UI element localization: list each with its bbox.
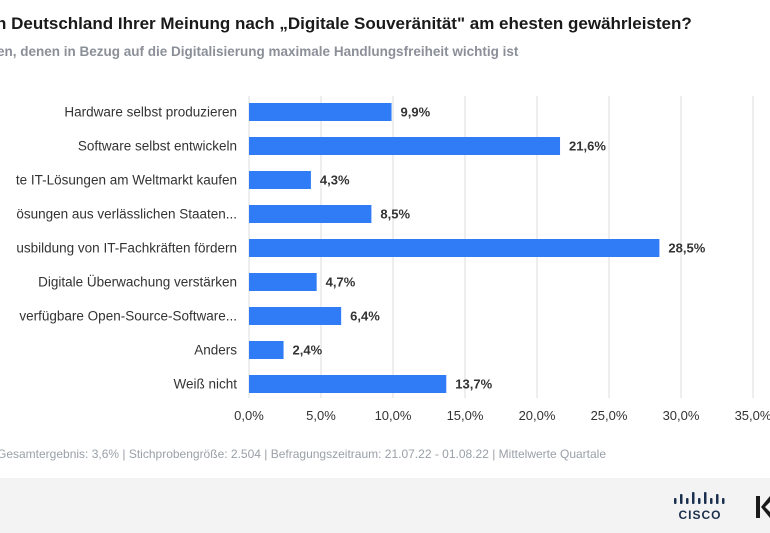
bar	[249, 205, 372, 223]
x-tick-label: 0,0%	[234, 408, 264, 423]
chart-title: n Deutschland Ihrer Meinung nach „Digita…	[0, 14, 692, 33]
category-label: ösungen aus verlässlichen Staaten...	[16, 207, 237, 222]
value-label: 9,9%	[401, 105, 431, 120]
partner-logo-icon	[756, 496, 770, 518]
bar-chart: Hardware selbst produzieren Software selb…	[16, 96, 770, 423]
value-labels: 9,9% 21,6% 4,3% 8,5% 28,5% 4,7% 6,4% 2,4% 13,7%	[293, 105, 706, 392]
category-label: Digitale Überwachung verstärken	[38, 275, 237, 290]
category-label: Anders	[194, 343, 237, 358]
bar	[249, 341, 284, 359]
value-label: 13,7%	[455, 377, 492, 392]
bar	[249, 307, 342, 325]
value-label: 21,6%	[569, 139, 606, 154]
footer-bar	[0, 478, 770, 533]
bar	[249, 137, 561, 155]
category-label: usbildung von IT-Fachkräften fördern	[16, 241, 237, 256]
cisco-bars-icon	[674, 492, 725, 504]
category-labels: Hardware selbst produzieren Software selb…	[16, 105, 237, 392]
bar	[249, 171, 311, 189]
x-tick-label: 25,0%	[591, 408, 628, 423]
footer-note: Gesamtergebnis: 3,6% | Stichprobengröße:…	[0, 447, 607, 461]
value-label: 4,7%	[326, 275, 356, 290]
x-tick-label: 5,0%	[306, 408, 336, 423]
value-label: 6,4%	[350, 309, 380, 324]
bar	[249, 239, 660, 257]
bars	[249, 103, 660, 393]
category-label: Weiß nicht	[173, 377, 237, 392]
x-tick-labels: 0,0% 5,0% 10,0% 15,0% 20,0% 25,0% 30,0% 35,0%	[234, 408, 770, 423]
cisco-logo-text: CISCO	[678, 508, 722, 522]
x-tick-label: 10,0%	[375, 408, 412, 423]
bar	[249, 103, 392, 121]
category-label: te IT-Lösungen am Weltmarkt kaufen	[16, 173, 237, 188]
chart-subtitle: en, denen in Bezug auf die Digitalisieru…	[0, 44, 519, 59]
bar	[249, 273, 317, 291]
x-tick-label: 20,0%	[519, 408, 556, 423]
category-label: Hardware selbst produzieren	[64, 105, 237, 120]
value-label: 4,3%	[320, 173, 350, 188]
cisco-logo: CISCO	[668, 490, 732, 524]
category-label: verfügbare Open-Source-Software...	[19, 309, 237, 324]
value-label: 28,5%	[668, 241, 705, 256]
x-tick-label: 30,0%	[663, 408, 700, 423]
x-tick-label: 35,0%	[735, 408, 770, 423]
x-tick-label: 15,0%	[447, 408, 484, 423]
category-label: Software selbst entwickeln	[78, 139, 237, 154]
value-label: 8,5%	[380, 207, 410, 222]
bar	[249, 375, 447, 393]
partner-logo	[756, 494, 770, 520]
value-label: 2,4%	[293, 343, 323, 358]
